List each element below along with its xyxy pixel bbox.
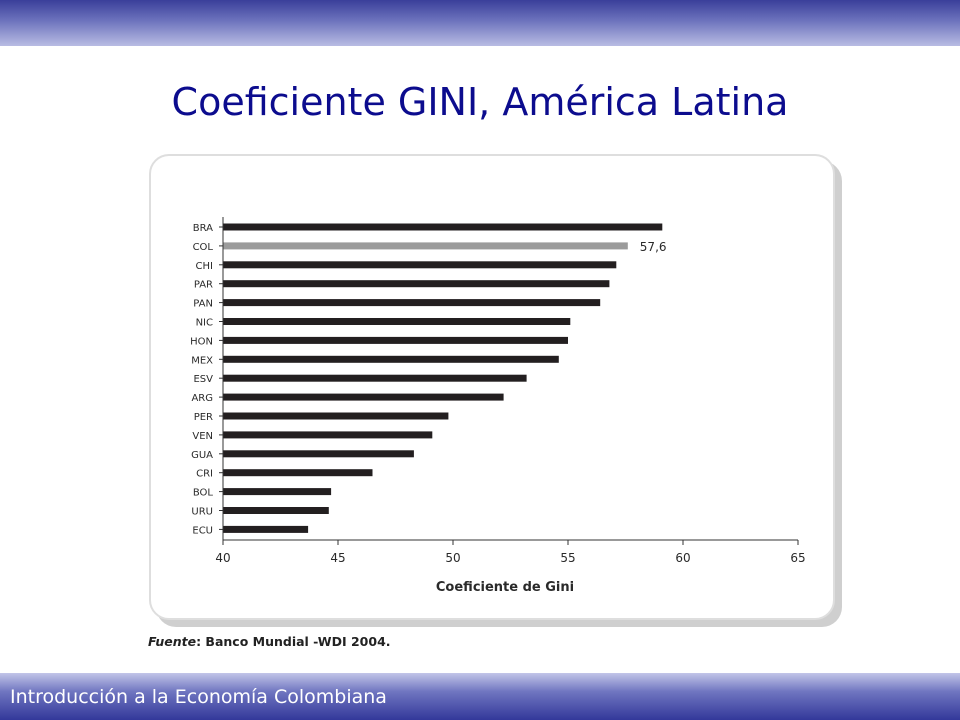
category-label-mex: MEX: [191, 355, 213, 366]
x-tick-label-65: 65: [790, 551, 805, 565]
source-note: Fuente: Banco Mundial -WDI 2004.: [148, 634, 391, 649]
bar-uru: [223, 507, 329, 514]
category-label-col: COL: [193, 242, 214, 253]
category-label-chi: CHI: [196, 261, 213, 272]
source-label: Fuente: [148, 634, 197, 649]
category-label-ecu: ECU: [192, 525, 213, 536]
bar-gua: [223, 450, 414, 458]
category-label-gua: GUA: [191, 450, 213, 461]
x-tick-label-55: 55: [560, 551, 575, 565]
data-label-col: 57,6: [640, 240, 667, 254]
category-label-hon: HON: [190, 336, 213, 347]
chart-card: [149, 154, 835, 620]
category-label-bra: BRA: [193, 223, 213, 234]
bar-per: [223, 412, 449, 420]
category-labels-layer: BRA COL CHI PAR PAN NIC HON MEX ESV ARG PER VEN GUA C…: [190, 223, 223, 536]
bar-cri: [223, 469, 373, 477]
slide-title: Coeficiente GINI, América Latina: [171, 80, 789, 124]
footer-text: Introducción a la Economía Colombiana: [10, 686, 387, 708]
bottom-decorative-band: [0, 673, 960, 720]
top-decorative-band: [0, 0, 960, 46]
category-label-bol: BOL: [193, 488, 214, 499]
x-tick-label-40: 40: [215, 551, 230, 565]
x-tick-label-50: 50: [445, 551, 460, 565]
x-tick-label-45: 45: [330, 551, 345, 565]
bar-esv: [223, 374, 527, 382]
bars-layer: [223, 223, 663, 533]
bar-bra: [223, 223, 663, 231]
data-labels-layer: 57,6: [640, 240, 667, 254]
bar-arg: [223, 393, 504, 401]
source-text: : Banco Mundial -WDI 2004.: [196, 634, 391, 649]
bar-col: [223, 242, 628, 250]
category-label-ven: VEN: [192, 431, 213, 442]
category-label-nic: NIC: [196, 318, 213, 329]
bar-bol: [223, 488, 332, 496]
x-axis-title: Coeficiente de Gini: [436, 580, 574, 595]
bar-mex: [223, 355, 559, 363]
category-label-cri: CRI: [196, 469, 213, 480]
bar-pan: [223, 299, 601, 307]
bar-hon: [223, 336, 568, 344]
category-label-per: PER: [194, 412, 213, 423]
category-label-esv: ESV: [193, 374, 213, 385]
bar-nic: [223, 318, 571, 325]
category-label-pan: PAN: [193, 299, 213, 310]
bar-ecu: [223, 525, 309, 533]
category-label-par: PAR: [194, 280, 213, 291]
category-label-uru: URU: [191, 507, 213, 518]
category-label-arg: ARG: [191, 393, 213, 404]
x-tick-label-60: 60: [675, 551, 690, 565]
bar-chi: [223, 261, 617, 269]
bar-ven: [223, 431, 433, 439]
x-ticks-layer: 40 45 50 55 60 65: [215, 540, 806, 565]
bar-par: [223, 280, 610, 288]
